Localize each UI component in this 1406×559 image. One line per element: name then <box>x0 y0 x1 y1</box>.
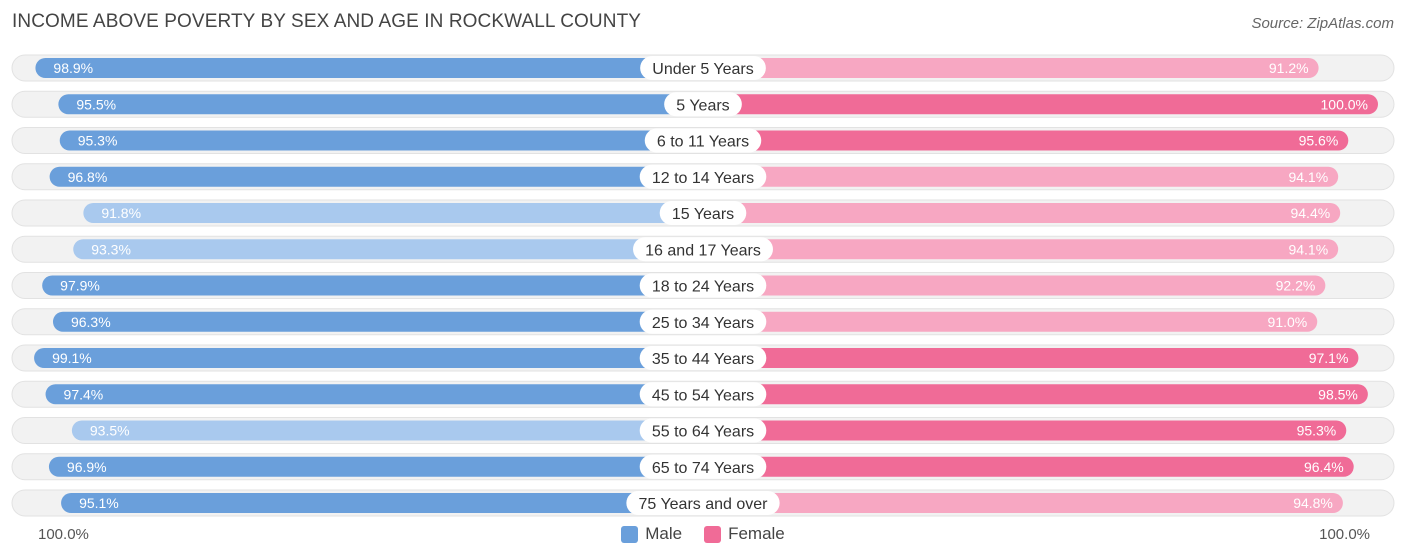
value-label-female: 92.2% <box>1276 278 1316 294</box>
value-label-male: 96.9% <box>67 459 107 475</box>
bar-female[interactable] <box>703 311 1318 332</box>
bar-male[interactable] <box>34 348 703 368</box>
legend-item-male[interactable]: Male <box>621 524 682 544</box>
bar-male[interactable] <box>49 166 704 187</box>
bar-male[interactable] <box>42 275 704 296</box>
bar-male[interactable] <box>73 239 704 260</box>
value-label-male: 91.8% <box>101 205 141 221</box>
category-label: 6 to 11 Years <box>657 134 749 151</box>
bar-female[interactable] <box>703 130 1349 151</box>
value-label-male: 95.3% <box>78 133 118 149</box>
legend-swatch-male <box>621 525 639 543</box>
category-label: 25 to 34 Years <box>652 315 754 332</box>
bar-female[interactable] <box>703 203 1341 223</box>
bar-female[interactable] <box>703 94 1378 115</box>
source-note: Source: ZipAtlas.com <box>1251 15 1394 32</box>
value-label-female: 100.0% <box>1321 96 1368 112</box>
category-pill <box>639 454 767 479</box>
bar-male[interactable] <box>61 493 703 513</box>
value-label-female: 94.4% <box>1290 205 1330 221</box>
category-pill <box>639 418 767 443</box>
value-label-female: 94.1% <box>1288 169 1328 185</box>
category-label: 75 Years and over <box>639 496 769 513</box>
category-label: 18 to 24 Years <box>652 279 754 296</box>
category-pill <box>640 56 766 80</box>
bar-female[interactable] <box>703 493 1343 513</box>
value-label-male: 95.5% <box>76 96 116 112</box>
category-pill <box>639 273 767 298</box>
category-pill <box>664 92 742 117</box>
category-label: 45 to 54 Years <box>652 387 754 404</box>
category-label: 55 to 64 Years <box>652 424 754 441</box>
category-pill <box>639 309 767 334</box>
value-label-female: 96.4% <box>1304 459 1344 475</box>
bar-male[interactable] <box>71 420 703 441</box>
legend-swatch-female <box>704 525 722 543</box>
value-label-male: 97.4% <box>64 386 104 402</box>
category-label: Under 5 Years <box>652 61 753 78</box>
value-label-male: 93.5% <box>90 423 130 439</box>
value-label-female: 91.0% <box>1268 314 1308 330</box>
bar-female[interactable] <box>703 384 1368 405</box>
bar-female[interactable] <box>703 239 1339 260</box>
bar-female[interactable] <box>703 456 1354 477</box>
value-label-female: 95.6% <box>1299 133 1339 149</box>
value-label-female: 97.1% <box>1309 350 1349 366</box>
bar-female[interactable] <box>703 166 1339 187</box>
category-pill <box>626 491 780 515</box>
value-label-female: 91.2% <box>1269 60 1309 76</box>
bar-male[interactable] <box>35 58 704 78</box>
bar-female[interactable] <box>703 348 1359 368</box>
category-pill <box>659 201 747 225</box>
axis-right-label: 100.0% <box>1319 526 1370 543</box>
value-label-female: 94.1% <box>1288 241 1328 257</box>
legend-item-female[interactable]: Female <box>704 524 785 544</box>
bar-male[interactable] <box>52 311 704 332</box>
bar-male[interactable] <box>83 203 704 223</box>
axis-left-label: 100.0% <box>38 526 89 543</box>
value-label-male: 98.9% <box>53 60 93 76</box>
category-pill <box>639 382 767 407</box>
bar-female[interactable] <box>703 58 1319 78</box>
value-label-male: 96.8% <box>68 169 108 185</box>
category-label: 5 Years <box>676 97 729 114</box>
bar-male[interactable] <box>45 384 704 405</box>
value-label-male: 97.9% <box>60 278 100 294</box>
value-label-male: 95.1% <box>79 495 119 511</box>
value-label-female: 98.5% <box>1318 386 1358 402</box>
category-pill <box>633 237 773 262</box>
value-label-male: 96.3% <box>71 314 111 330</box>
category-pill <box>644 128 762 153</box>
category-pill <box>639 346 767 370</box>
legend: Male Female <box>0 524 1406 544</box>
value-label-male: 99.1% <box>52 350 92 366</box>
category-label: 65 to 74 Years <box>652 460 754 477</box>
category-pill <box>639 164 767 189</box>
chart-title: INCOME ABOVE POVERTY BY SEX AND AGE IN R… <box>12 11 642 32</box>
bar-male[interactable] <box>48 456 704 477</box>
category-label: 12 to 14 Years <box>652 170 754 187</box>
category-label: 16 and 17 Years <box>645 242 761 259</box>
bar-female[interactable] <box>703 420 1347 441</box>
bar-male[interactable] <box>58 94 703 115</box>
category-label: 35 to 44 Years <box>652 351 754 368</box>
category-label: 15 Years <box>672 206 734 223</box>
value-label-female: 94.8% <box>1293 495 1333 511</box>
legend-label-male: Male <box>645 524 683 543</box>
bar-female[interactable] <box>703 275 1326 296</box>
value-label-male: 93.3% <box>91 241 131 257</box>
value-label-female: 95.3% <box>1297 423 1337 439</box>
bar-male[interactable] <box>59 130 704 151</box>
legend-label-female: Female <box>728 524 785 543</box>
